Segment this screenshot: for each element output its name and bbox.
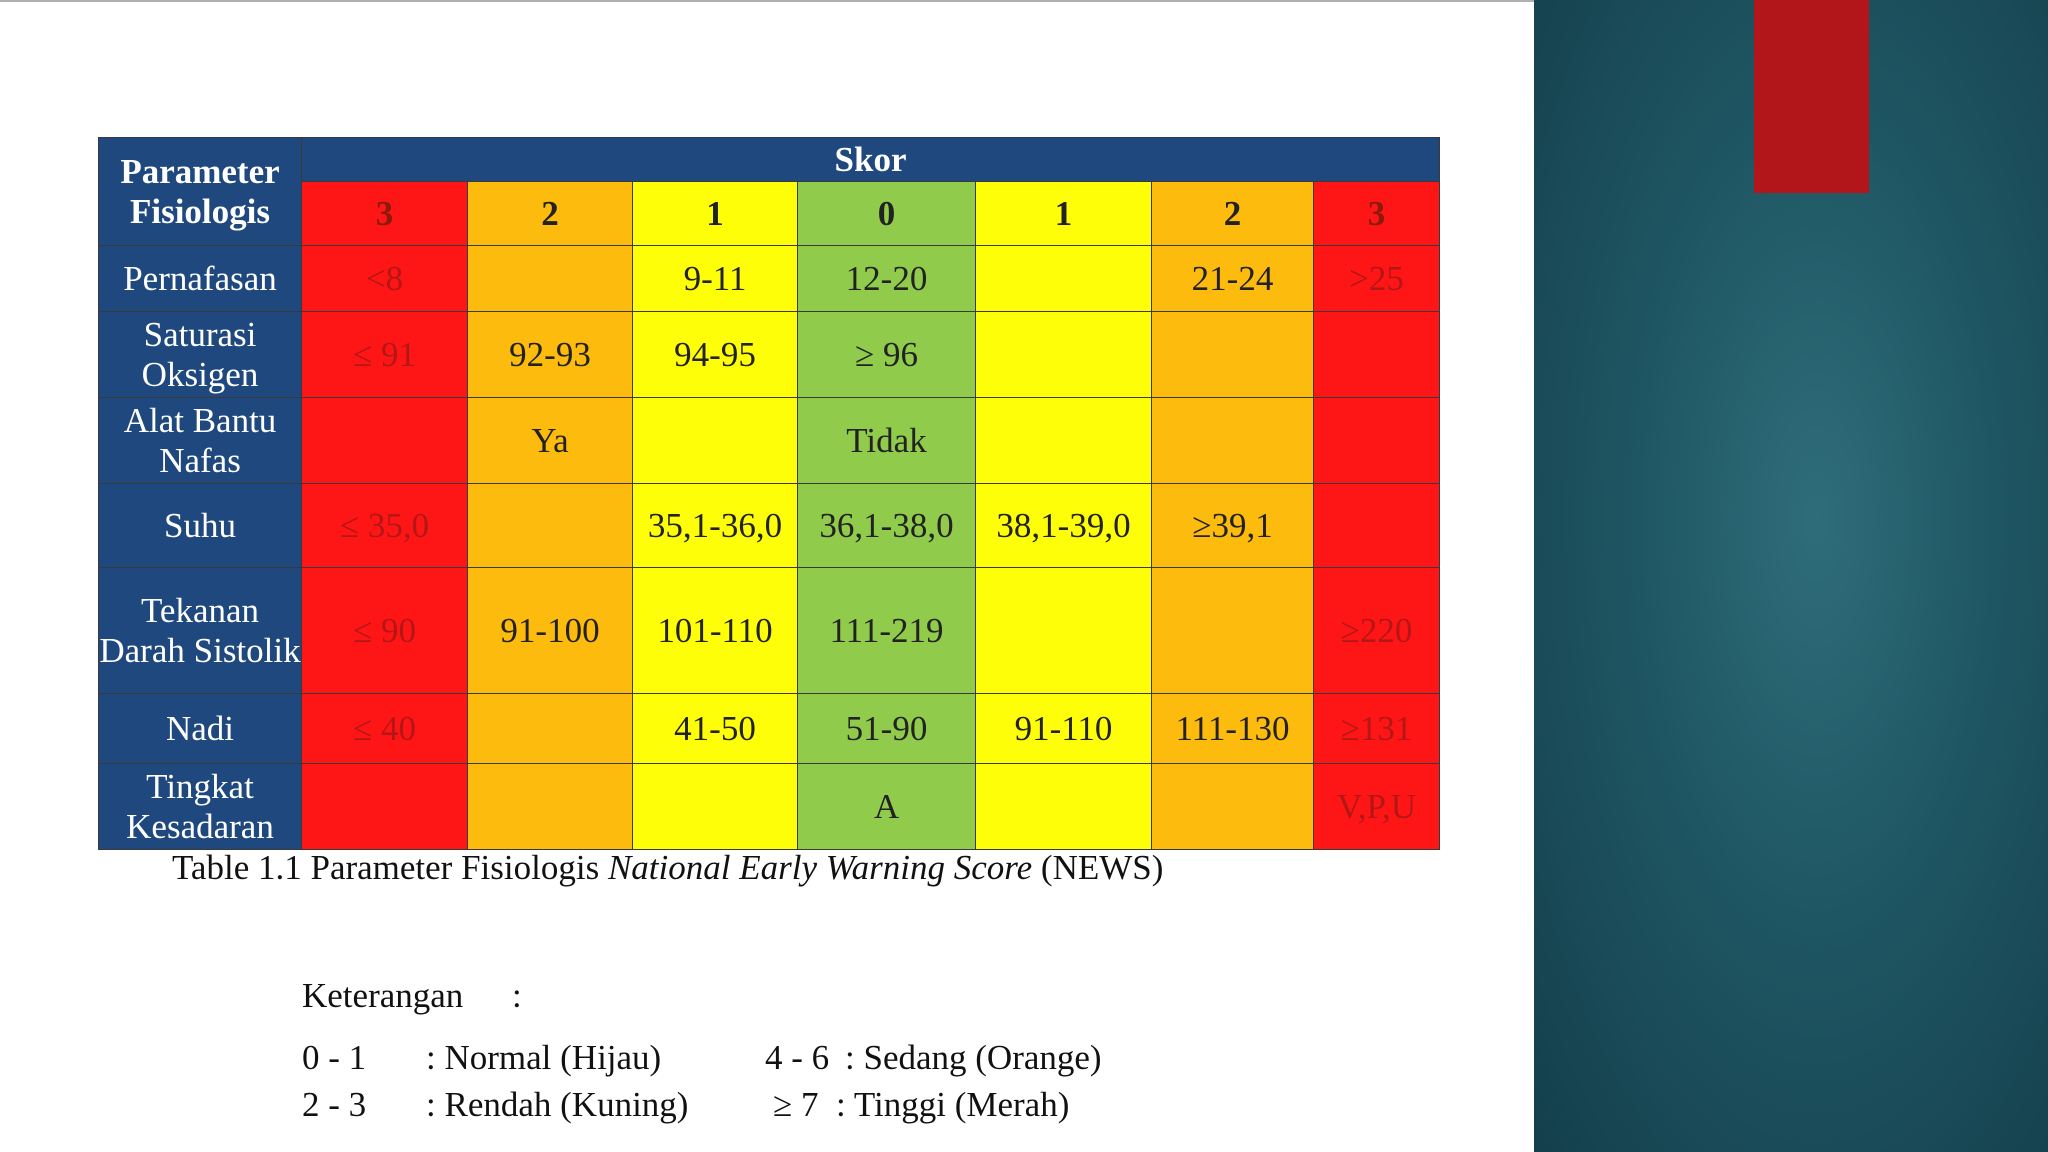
value-cell: A	[797, 763, 976, 850]
caption-prefix: Table 1.1 Parameter Fisiologis	[172, 848, 608, 887]
value-cell	[975, 397, 1152, 484]
param-cell: Tekanan Darah Sistolik	[98, 567, 302, 694]
table-row: Tingkat Kesadaran A V,P,U	[98, 763, 1441, 850]
value-cell	[467, 693, 633, 764]
value-cell	[1151, 567, 1314, 694]
value-cell: 94-95	[632, 311, 798, 398]
value-cell: ≥220	[1312, 567, 1441, 694]
value-cell: >25	[1312, 245, 1441, 312]
table-row: Alat Bantu Nafas Ya Tidak	[98, 397, 1441, 484]
value-cell	[632, 397, 798, 484]
param-cell: Suhu	[98, 483, 302, 568]
value-cell: 9-11	[632, 245, 798, 312]
table-row: Saturasi Oksigen ≤ 91 92-93 94-95 ≥ 96	[98, 311, 1441, 398]
table-row: Nadi ≤ 40 41-50 51-90 91-110 111-130 ≥13…	[98, 693, 1441, 764]
value-cell	[1312, 397, 1441, 484]
value-cell: 36,1-38,0	[797, 483, 976, 568]
caption-italic: National Early Warning Score	[607, 848, 1033, 887]
value-cell	[1312, 483, 1441, 568]
value-cell	[975, 245, 1152, 312]
top-rule	[0, 0, 1534, 2]
table-caption: Table 1.1 Parameter Fisiologis National …	[172, 848, 1163, 888]
value-cell	[975, 567, 1152, 694]
table-row: Tekanan Darah Sistolik ≤ 90 91-100 101-1…	[98, 567, 1441, 694]
legend-colon: :	[512, 976, 522, 1015]
value-cell	[467, 483, 633, 568]
legend-title: Keterangan	[302, 976, 464, 1015]
param-cell: Tingkat Kesadaran	[98, 763, 302, 850]
table-row: Suhu ≤ 35,0 35,1-36,0 36,1-38,0 38,1-39,…	[98, 483, 1441, 568]
score-header: 3	[1312, 181, 1441, 246]
value-cell: Ya	[467, 397, 633, 484]
param-cell: Pernafasan	[98, 245, 302, 312]
value-cell: 92-93	[467, 311, 633, 398]
caption-suffix: (NEWS)	[1032, 848, 1164, 887]
value-cell: 101-110	[632, 567, 798, 694]
legend-label: : Sedang (Orange)	[845, 1038, 1102, 1077]
value-cell	[301, 763, 468, 850]
red-accent-bar	[1754, 0, 1869, 193]
score-header: 2	[467, 181, 633, 246]
score-header: 3	[301, 181, 468, 246]
score-header: 2	[1151, 181, 1314, 246]
value-cell	[975, 311, 1152, 398]
value-cell: ≥ 96	[797, 311, 976, 398]
value-cell	[1312, 311, 1441, 398]
value-cell: 21-24	[1151, 245, 1314, 312]
value-cell	[301, 397, 468, 484]
legend-label: : Tinggi (Merah)	[836, 1085, 1070, 1124]
value-cell: Tidak	[797, 397, 976, 484]
value-cell: 91-100	[467, 567, 633, 694]
score-header: 1	[632, 181, 798, 246]
value-cell: 41-50	[632, 693, 798, 764]
value-cell	[1151, 397, 1314, 484]
value-cell: 12-20	[797, 245, 976, 312]
value-cell: ≥131	[1312, 693, 1441, 764]
value-cell: ≤ 35,0	[301, 483, 468, 568]
value-cell: 111-130	[1151, 693, 1314, 764]
legend-label: : Normal (Hijau)	[426, 1038, 662, 1077]
value-cell: ≥39,1	[1151, 483, 1314, 568]
skor-header: Skor	[300, 137, 1441, 182]
param-cell: Nadi	[98, 693, 302, 764]
value-cell: V,P,U	[1312, 763, 1441, 850]
value-cell: 111-219	[797, 567, 976, 694]
value-cell: 35,1-36,0	[632, 483, 798, 568]
value-cell	[975, 763, 1152, 850]
value-cell	[467, 763, 633, 850]
param-header: Parameter Fisiologis	[98, 137, 302, 246]
value-cell	[467, 245, 633, 312]
value-cell: 51-90	[797, 693, 976, 764]
table-row: Pernafasan <8 9-11 12-20 21-24 >25	[98, 245, 1441, 312]
value-cell	[632, 763, 798, 850]
value-cell: ≤ 40	[301, 693, 468, 764]
value-cell	[1151, 763, 1314, 850]
value-cell: 38,1-39,0	[975, 483, 1152, 568]
score-header: 0	[797, 181, 976, 246]
news-score-table: Parameter Fisiologis Skor 3 2 1 0 1 2 3 …	[98, 137, 1441, 850]
legend-range: 4 - 6	[765, 1038, 830, 1077]
value-cell	[1151, 311, 1314, 398]
legend-range: ≥ 7	[773, 1085, 819, 1124]
legend-label: : Rendah (Kuning)	[426, 1085, 689, 1124]
legend-range: 0 - 1	[302, 1038, 367, 1077]
param-cell: Saturasi Oksigen	[98, 311, 302, 398]
value-cell: ≤ 90	[301, 567, 468, 694]
value-cell: 91-110	[975, 693, 1152, 764]
score-header: 1	[975, 181, 1152, 246]
legend-range: 2 - 3	[302, 1085, 367, 1124]
param-cell: Alat Bantu Nafas	[98, 397, 302, 484]
value-cell: ≤ 91	[301, 311, 468, 398]
value-cell: <8	[301, 245, 468, 312]
